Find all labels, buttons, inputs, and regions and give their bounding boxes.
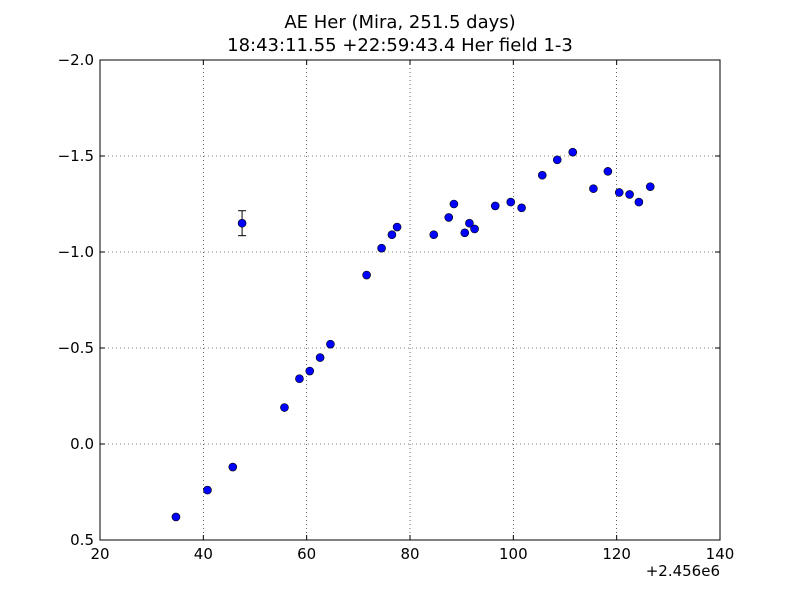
x-tick-label: 140 — [706, 545, 735, 563]
x-tick-label: 60 — [297, 545, 316, 563]
data-point — [392, 222, 402, 232]
data-point — [280, 403, 289, 412]
data-point — [614, 188, 624, 197]
data-point — [171, 512, 181, 522]
data-point — [377, 243, 386, 253]
data-point — [517, 203, 526, 213]
data-point — [295, 374, 304, 384]
data-point — [305, 366, 315, 376]
data-point — [444, 213, 454, 222]
data-point — [490, 201, 500, 211]
data-point — [326, 339, 335, 349]
x-tick-label: 20 — [90, 545, 109, 563]
y-tick-label: −2.0 — [58, 51, 94, 69]
data-point — [625, 190, 634, 199]
x-tick-label: 100 — [499, 545, 528, 563]
data-point — [537, 170, 547, 180]
data-point — [429, 230, 439, 240]
y-tick-label: −1.0 — [58, 243, 94, 261]
y-tick-label: 0.0 — [70, 435, 94, 453]
x-tick-label: 40 — [194, 545, 213, 563]
data-point — [315, 353, 325, 362]
chart-title: AE Her (Mira, 251.5 days) — [284, 12, 516, 33]
y-tick-label: 0.5 — [70, 531, 94, 549]
x-tick-label: 120 — [602, 545, 631, 563]
data-point — [449, 199, 459, 209]
data-point — [603, 167, 613, 176]
data-point — [470, 224, 479, 234]
data-point — [460, 228, 470, 238]
y-tick-label: −1.5 — [58, 147, 94, 165]
data-point — [228, 462, 238, 472]
data-point — [465, 218, 474, 228]
x-axis-offset-label: +2.456e6 — [645, 562, 720, 580]
data-point — [645, 182, 655, 192]
data-point — [634, 197, 644, 207]
x-tick-label: 80 — [400, 545, 419, 563]
data-point — [203, 485, 212, 495]
data-point — [506, 197, 516, 207]
data-point — [362, 270, 371, 280]
data-point — [387, 230, 397, 240]
data-point — [568, 147, 578, 157]
data-point — [552, 155, 562, 165]
data-point — [237, 218, 247, 228]
chart-subtitle: 18:43:11.55 +22:59:43.4 Her field 1-3 — [227, 35, 573, 56]
data-point — [589, 184, 598, 193]
y-tick-label: −0.5 — [58, 339, 94, 357]
